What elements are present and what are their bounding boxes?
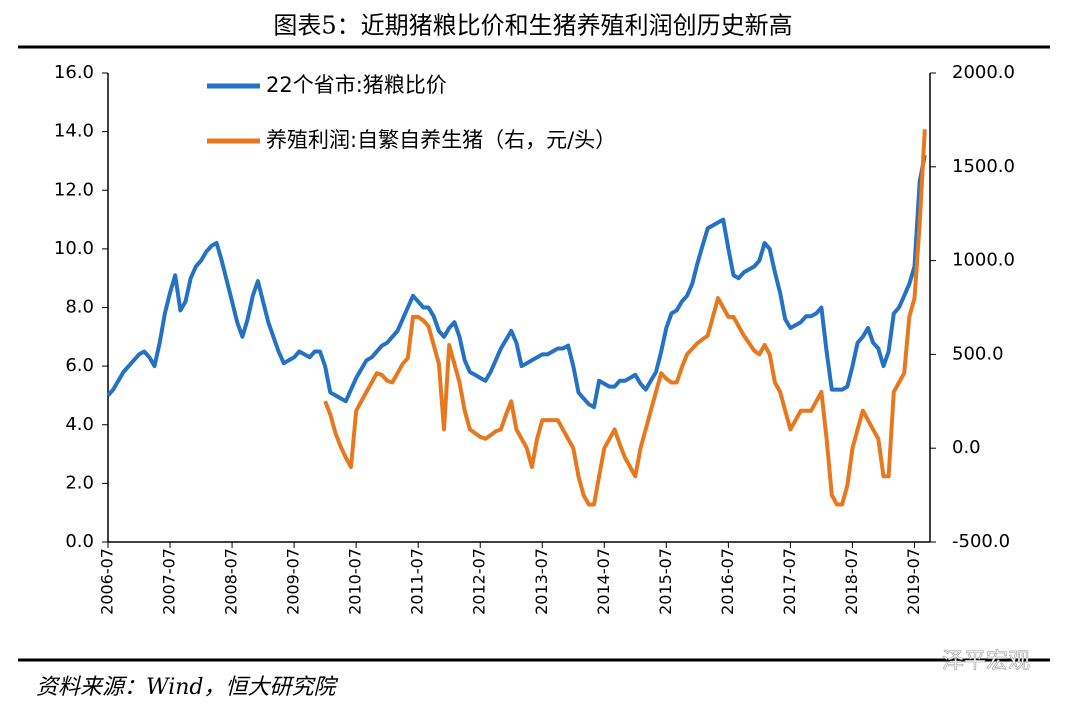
source-note: 资料来源：Wind，恒大研究院 (36, 675, 339, 700)
legend-label: 22个省市:猪粮比价 (266, 73, 447, 97)
legend-label: 养殖利润:自繁自养生猪（右，元/头） (266, 128, 616, 152)
watermark: 泽平宏观 (942, 649, 1030, 674)
y2-tick-label: 1000.0 (952, 250, 1015, 271)
x-tick-label: 2014-07 (594, 548, 613, 615)
chart-title: 图表5：近期猪粮比价和生猪养殖利润创历史新高 (273, 12, 792, 40)
y-tick-label: 14.0 (54, 121, 94, 142)
y-tick-label: 6.0 (65, 355, 94, 376)
y2-tick-label: 2000.0 (952, 62, 1015, 83)
y2-tick-label: -500.0 (952, 531, 1010, 552)
x-tick-label: 2011-07 (408, 548, 427, 615)
x-tick-label: 2010-07 (346, 548, 365, 615)
x-tick-label: 2012-07 (470, 548, 489, 615)
y2-tick-label: 500.0 (952, 343, 1004, 364)
y-tick-label: 12.0 (54, 179, 94, 200)
x-tick-label: 2019-07 (904, 548, 923, 615)
x-tick-label: 2007-07 (160, 548, 179, 615)
x-tick-label: 2009-07 (284, 548, 303, 615)
y-tick-label: 2.0 (65, 472, 94, 493)
series-line (323, 129, 927, 507)
x-tick-label: 2015-07 (656, 548, 675, 615)
y2-tick-label: 0.0 (952, 437, 981, 458)
y-tick-label: 10.0 (54, 238, 94, 259)
y-tick-label: 16.0 (54, 62, 94, 83)
y-tick-label: 8.0 (65, 297, 94, 318)
x-tick-label: 2017-07 (780, 548, 799, 615)
y2-tick-label: 1500.0 (952, 156, 1015, 177)
x-tick-label: 2013-07 (532, 548, 551, 615)
series-line (106, 154, 927, 410)
x-tick-label: 2006-07 (98, 548, 117, 615)
x-tick-label: 2016-07 (718, 548, 737, 615)
x-tick-label: 2008-07 (222, 548, 241, 615)
y-tick-label: 4.0 (65, 414, 94, 435)
x-tick-label: 2018-07 (842, 548, 861, 615)
y-tick-label: 0.0 (65, 531, 94, 552)
